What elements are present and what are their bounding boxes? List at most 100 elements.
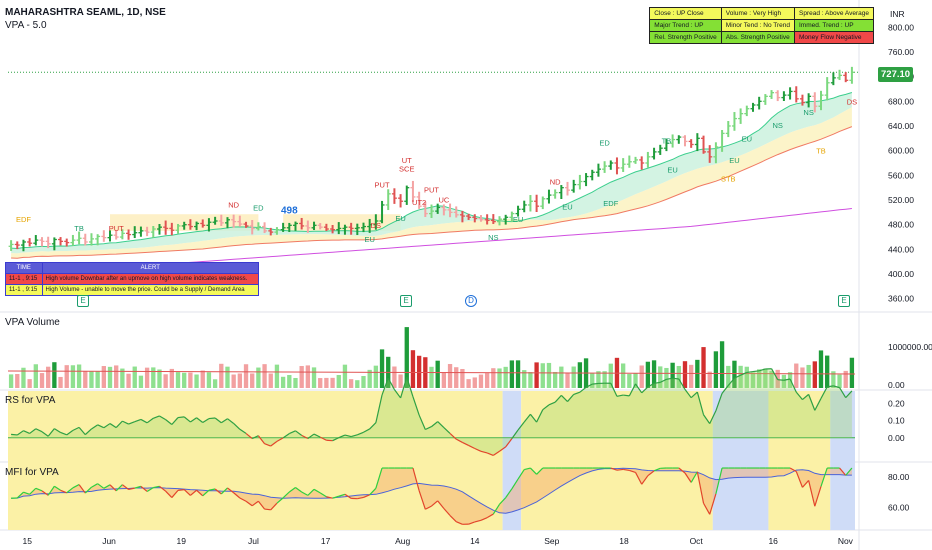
volume-bar (825, 355, 830, 388)
volume-bar (843, 370, 848, 388)
mfi-line-segment (134, 485, 142, 489)
rs-line-segment (313, 433, 321, 438)
mfi-line-segment (802, 480, 810, 488)
volume-tick-label: 0.00 (888, 380, 905, 390)
mfi-line-segment (684, 472, 692, 483)
price-tick-label: 360.00 (888, 294, 914, 304)
volume-bar (169, 368, 174, 388)
mfi-line-segment (301, 491, 309, 496)
status-row: Major Trend : UP Minor Tend : No Trend Imm… (649, 19, 874, 32)
chart-annotation: DS (371, 221, 381, 230)
mfi-line-segment (239, 497, 247, 502)
rs-line-segment (431, 421, 439, 428)
rs-line-segment (357, 431, 364, 436)
mfi-line-segment (251, 500, 259, 507)
volume-bar (101, 366, 106, 388)
mfi-line-segment (369, 487, 377, 496)
mfi-line-segment (363, 494, 370, 498)
volume-bar (707, 371, 712, 388)
rs-line-segment (214, 417, 222, 424)
volume-bar (398, 374, 403, 388)
volume-bar (472, 377, 477, 388)
status-cell: Rel. Strength Positive (649, 31, 722, 44)
regime-zone (712, 391, 769, 530)
volume-bar (491, 368, 496, 388)
rs-line-segment (233, 423, 241, 430)
rs-line-segment (696, 391, 705, 415)
rs-line-segment (220, 418, 228, 424)
trend-band-lower (11, 107, 852, 259)
mfi-line-segment (653, 467, 661, 472)
alert-cell: 11-1 , 9:15 (5, 284, 43, 296)
chart-annotation: EU (364, 235, 374, 244)
price-tick-label: 640.00 (888, 121, 914, 131)
volume-bar (299, 366, 304, 388)
volume-bar (144, 367, 150, 388)
rs-line-segment (97, 424, 105, 429)
volume-bar (713, 351, 719, 388)
rs-line-segment (350, 434, 358, 438)
volume-bar (336, 375, 341, 388)
mfi-tick-label: 80.00 (888, 472, 910, 482)
mfi-line-segment (375, 467, 383, 489)
mfi-line-segment (536, 467, 544, 475)
chart-annotation: EDF (16, 215, 31, 224)
mfi-line-segment (696, 471, 705, 504)
earnings-event-icon[interactable]: E (838, 295, 850, 307)
volume-bar (95, 371, 100, 388)
rs-line-segment (375, 394, 383, 423)
chart-annotation: ED (253, 204, 264, 213)
earnings-event-icon[interactable]: E (77, 295, 89, 307)
rs-line-segment (449, 433, 457, 440)
rs-line-segment (567, 394, 575, 402)
chart-annotation: NS (488, 233, 498, 242)
rs-line-segment (190, 417, 197, 423)
alert-cell: High Volume - unable to move the price. … (41, 284, 260, 296)
mfi-line-segment (814, 486, 822, 507)
rs-line-segment (387, 377, 395, 390)
regime-zone (768, 391, 831, 530)
rs-line-segment (134, 418, 142, 423)
rs-line-segment (715, 393, 723, 411)
mfi-line-segment (196, 489, 204, 497)
rs-line-segment (468, 444, 476, 450)
rs-line-segment (653, 381, 661, 384)
mfi-line-segment (115, 484, 123, 492)
volume-bar (231, 374, 236, 388)
regime-zone (8, 391, 503, 530)
dividend-event-icon[interactable]: D (465, 295, 477, 307)
volume-bar (107, 366, 113, 388)
rs-line-segment (808, 394, 816, 411)
volume-bar (212, 379, 218, 388)
rs-line-segment (202, 418, 210, 423)
volume-bar (182, 372, 187, 388)
volume-bar (559, 366, 564, 388)
rs-line-segment (727, 377, 735, 386)
volume-bar (70, 365, 76, 388)
rs-line-segment (289, 430, 296, 435)
volume-bar (138, 375, 144, 388)
chart-annotation: EU (395, 214, 405, 223)
rs-line-segment (54, 428, 61, 433)
rs-line-segment (635, 383, 643, 394)
time-axis-label: 14 (470, 536, 480, 546)
mfi-tick-label: 60.00 (888, 502, 910, 512)
mfi-line-segment (678, 467, 686, 474)
currency-label: INR (890, 9, 905, 19)
earnings-event-icon[interactable]: E (400, 295, 412, 307)
rs-line-segment (783, 378, 791, 381)
rs-line-segment (400, 377, 408, 399)
rs-line-segment (641, 386, 649, 394)
mfi-line-segment (789, 467, 797, 472)
mfi-line-segment (282, 491, 290, 499)
volume-bar (8, 374, 14, 388)
volume-bar (781, 374, 787, 388)
volume-bar (750, 372, 756, 388)
volume-bar (379, 349, 385, 388)
mfi-line-segment (295, 486, 303, 493)
mfi-line-segment (703, 502, 711, 515)
mfi-line-segment (845, 467, 853, 476)
volume-bar (225, 366, 230, 388)
time-axis-label: 15 (23, 536, 33, 546)
